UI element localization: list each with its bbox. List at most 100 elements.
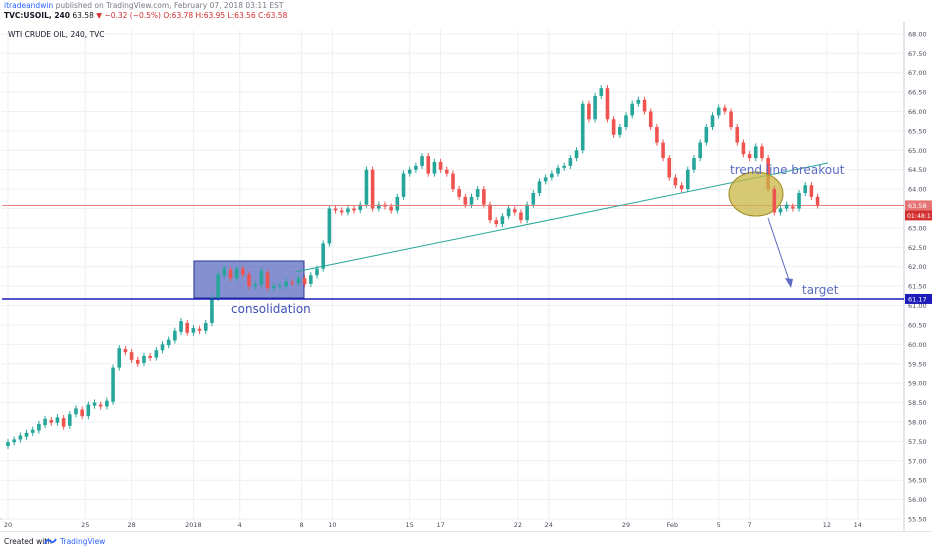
candle-down <box>512 209 517 213</box>
candle-up <box>630 103 634 116</box>
candle-down <box>648 111 653 128</box>
price-tag <box>905 293 932 304</box>
candle-up <box>704 127 709 143</box>
candle-down <box>389 206 393 211</box>
candle-up <box>203 323 208 331</box>
candle-up <box>420 156 424 166</box>
author-link[interactable]: itradeandwin <box>4 1 54 10</box>
candle-down <box>741 142 746 155</box>
candle-up <box>580 103 585 151</box>
candle-down <box>265 272 270 289</box>
candle-up <box>469 196 474 205</box>
candle-down <box>667 158 672 178</box>
candle-up <box>574 150 579 159</box>
price-tick-label: 58.50 <box>908 399 927 407</box>
time-tick-label: 12 <box>823 521 831 529</box>
tradingview-brand[interactable]: TradingView <box>60 537 106 546</box>
created-with-label: Created with <box>4 537 52 546</box>
time-tick-label: 29 <box>622 521 630 529</box>
breakout-circle <box>728 171 784 217</box>
candle-down <box>723 107 727 112</box>
candle-up <box>315 268 319 276</box>
price-tick-label: 57.00 <box>908 457 927 465</box>
time-tick-label: 15 <box>406 521 414 529</box>
candle-up <box>173 330 177 341</box>
candle-up <box>30 429 35 433</box>
candle-up <box>253 284 257 287</box>
candle-up <box>432 161 437 174</box>
symbol-label: TVC:USOIL, 240 <box>4 11 70 20</box>
candle-down <box>760 146 764 159</box>
candle-down <box>61 418 66 427</box>
candle-up <box>234 268 239 279</box>
candle-down <box>587 103 591 120</box>
candle-up <box>797 193 801 209</box>
tradingview-logo-icon <box>44 538 57 545</box>
publish-info: itradeandwin published on TradingView.co… <box>4 1 283 11</box>
price-tick-label: 58.00 <box>908 418 927 426</box>
symbol-info: TVC:USOIL, 240 63.58 ▼ −0.32 (−0.5%) O:6… <box>4 11 287 21</box>
target-arrow <box>767 217 792 287</box>
candle-up <box>692 158 696 170</box>
candle-down <box>673 177 678 186</box>
candle-up <box>216 274 220 298</box>
candle-up <box>636 99 641 104</box>
price-tick-label: 63.00 <box>908 224 927 232</box>
candle-up <box>86 404 91 417</box>
time-tick-label: Feb <box>667 521 679 529</box>
price-tick-label: 59.50 <box>908 360 927 368</box>
candle-up <box>599 88 604 96</box>
price-tick-label: 66.50 <box>908 89 927 97</box>
candle-up <box>154 350 159 358</box>
price-tick-label: 61.00 <box>908 302 927 310</box>
candle-down <box>444 169 449 174</box>
price-tick-label: 65.50 <box>908 127 927 135</box>
time-tick-label: 17 <box>436 521 444 529</box>
candle-down <box>747 154 752 159</box>
candle-down <box>148 356 152 358</box>
candle-down <box>482 189 486 205</box>
candle-up <box>624 115 628 128</box>
price-tick-label: 64.00 <box>908 186 927 194</box>
candle-up <box>710 115 715 128</box>
candle-down <box>735 127 740 143</box>
candle-down <box>352 208 356 211</box>
candle-down <box>519 212 523 221</box>
candle-up <box>568 158 573 166</box>
candle-up <box>716 107 721 116</box>
candle-up <box>525 204 529 221</box>
price-tags: 61.17 63.58 01:48:1 <box>905 200 932 304</box>
candle-down <box>488 204 492 221</box>
candle-down <box>438 161 443 170</box>
price-tag-label: 63.58 <box>908 202 927 210</box>
candle-down <box>339 210 344 213</box>
candle-up <box>166 339 171 346</box>
price-tick-label: 64.50 <box>908 166 927 174</box>
arrowhead-icon <box>785 278 793 288</box>
price-tick-label: 57.50 <box>908 438 927 446</box>
candle-down <box>809 185 814 197</box>
candle-up <box>414 165 418 170</box>
time-tick-label: 2018 <box>185 521 202 529</box>
price-chart[interactable]: 68.00 67.50 67.00 66.50 66.00 65.50 65.00 64.50… <box>0 22 932 531</box>
price-tick-label: 62.50 <box>908 244 927 252</box>
candle-up <box>407 169 412 174</box>
chart-grid <box>0 22 905 531</box>
candle-down <box>333 208 338 211</box>
candle-up <box>346 208 350 213</box>
candle-up <box>309 275 313 284</box>
candle-down <box>129 352 134 360</box>
candle-down <box>642 99 647 112</box>
ohlc-values: O:63.78 H:63.95 L:63.56 C:63.58 <box>163 11 288 20</box>
price-tick-label: 62.00 <box>908 263 927 271</box>
candle-down <box>426 156 431 174</box>
candle-down <box>463 196 468 205</box>
candle-up <box>74 408 78 415</box>
candle-up <box>111 367 115 402</box>
candle-up <box>556 167 560 174</box>
breakout-candles <box>772 182 820 216</box>
price-tick-label: 66.00 <box>908 108 927 116</box>
candle-up <box>500 216 505 225</box>
candle-up <box>686 169 690 190</box>
candle-down <box>241 268 245 275</box>
